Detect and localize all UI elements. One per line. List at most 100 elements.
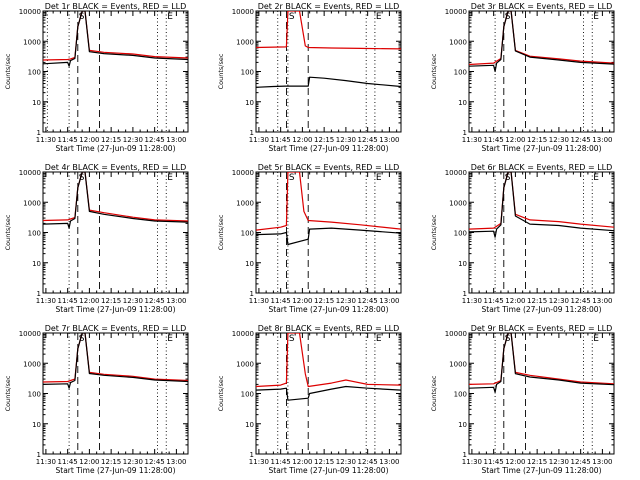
chart-panel-9: 1 10 100 1000 10000 11:30 11:45 12:00 12:15 12:30… [430, 324, 615, 475]
marker-label: S [289, 334, 295, 344]
y-tick-label: 10 [458, 99, 467, 107]
x-axis-label: Start Time (27-Jun-09 11:28:00) [56, 144, 176, 153]
series-lld-line [256, 333, 401, 388]
chart-title: Det 3r BLACK = Events, RED = LLD [471, 2, 613, 11]
y-tick-label: 100 [28, 391, 41, 399]
x-tick-label: 13:00 [379, 136, 399, 144]
series-lld-line [256, 11, 401, 50]
x-tick-label: 13:00 [379, 297, 399, 305]
marker-label: E [167, 12, 173, 22]
marker-label: S [505, 334, 511, 344]
y-axis-label: Counts/sec [217, 214, 225, 250]
x-tick-label: 12:15 [314, 136, 334, 144]
y-tick-label: 10000 [232, 169, 254, 177]
y-tick-label: 100 [454, 230, 467, 238]
y-tick-label: 10 [245, 421, 254, 429]
series-events-line [256, 385, 401, 401]
x-tick-label: 12:45 [358, 136, 378, 144]
chart-panel-4: 1 10 100 1000 10000 11:30 11:45 12:00 12:15 12:30… [4, 163, 189, 314]
x-tick-label: 12:15 [314, 297, 334, 305]
series-events-line [256, 76, 401, 88]
x-tick-label: 12:45 [145, 136, 165, 144]
series-events-line [43, 172, 188, 229]
marker-label: S [289, 12, 295, 22]
series-events-line [469, 11, 614, 73]
y-axis-label: Counts/sec [430, 375, 438, 411]
series-lld-line [469, 172, 614, 230]
x-tick-label: 13:00 [592, 297, 612, 305]
series-events-line [469, 172, 614, 238]
x-tick-label: 12:00 [505, 458, 525, 466]
x-tick-label: 11:45 [484, 297, 504, 305]
marker-label: E [167, 334, 173, 344]
y-tick-label: 1 [250, 129, 254, 137]
chart-title: Det 2r BLACK = Events, RED = LLD [258, 2, 400, 11]
x-tick-label: 13:00 [166, 458, 186, 466]
y-axis-label: Counts/sec [217, 375, 225, 411]
x-tick-label: 12:00 [79, 297, 99, 305]
y-tick-label: 1 [463, 451, 467, 459]
marker-label: S [505, 12, 511, 22]
y-tick-label: 10 [32, 421, 41, 429]
x-tick-label: 12:30 [549, 297, 569, 305]
y-tick-label: 10 [458, 260, 467, 268]
marker-label: E [167, 173, 173, 183]
series-lld-line [469, 11, 614, 66]
x-tick-label: 13:00 [379, 458, 399, 466]
marker-label: E [593, 173, 599, 183]
x-axis-label: Start Time (27-Jun-09 11:28:00) [56, 305, 176, 314]
x-tick-label: 12:30 [123, 297, 143, 305]
series-events-line [43, 333, 188, 389]
y-tick-label: 1000 [449, 38, 467, 46]
x-tick-label: 12:30 [549, 136, 569, 144]
series-lld-line [43, 11, 188, 61]
x-tick-label: 11:30 [249, 458, 269, 466]
x-tick-label: 12:15 [527, 458, 547, 466]
y-tick-label: 1 [37, 129, 41, 137]
chart-title: Det 6r BLACK = Events, RED = LLD [471, 163, 613, 172]
y-tick-label: 1000 [23, 360, 41, 368]
y-axis-label: Counts/sec [4, 53, 12, 89]
chart-title: Det 8r BLACK = Events, RED = LLD [258, 324, 400, 333]
x-tick-label: 11:30 [462, 297, 482, 305]
y-axis-label: Counts/sec [217, 53, 225, 89]
y-tick-label: 10 [458, 421, 467, 429]
series-lld-line [256, 172, 401, 231]
marker-label: S [289, 173, 295, 183]
y-tick-label: 10000 [19, 330, 41, 338]
y-tick-label: 1000 [449, 360, 467, 368]
x-tick-label: 12:45 [358, 297, 378, 305]
x-tick-label: 11:45 [58, 458, 78, 466]
x-tick-label: 12:30 [336, 136, 356, 144]
series-events-line [469, 333, 614, 393]
x-axis-label: Start Time (27-Jun-09 11:28:00) [482, 466, 602, 475]
x-tick-label: 12:15 [527, 297, 547, 305]
marker-label: S [79, 173, 85, 183]
x-tick-label: 12:15 [101, 136, 121, 144]
y-tick-label: 10000 [19, 169, 41, 177]
x-tick-label: 12:15 [314, 458, 334, 466]
y-tick-label: 100 [454, 391, 467, 399]
marker-label: E [376, 12, 382, 22]
x-axis-label: Start Time (27-Jun-09 11:28:00) [482, 144, 602, 153]
chart-panel-7: 1 10 100 1000 10000 11:30 11:45 12:00 12:15 12:30… [4, 324, 189, 475]
chart-title: Det 4r BLACK = Events, RED = LLD [45, 163, 187, 172]
chart-panel-3: 1 10 100 1000 10000 11:30 11:45 12:00 12:15 12:30… [430, 2, 615, 153]
x-axis-label: Start Time (27-Jun-09 11:28:00) [56, 466, 176, 475]
marker-label: S [505, 173, 511, 183]
x-tick-label: 11:45 [58, 297, 78, 305]
y-tick-label: 10 [32, 99, 41, 107]
y-tick-label: 10 [245, 260, 254, 268]
x-tick-label: 12:45 [571, 297, 591, 305]
x-tick-label: 12:30 [123, 136, 143, 144]
chart-title: Det 7r BLACK = Events, RED = LLD [45, 324, 187, 333]
x-tick-label: 11:45 [484, 136, 504, 144]
x-tick-label: 11:45 [58, 136, 78, 144]
x-axis-label: Start Time (27-Jun-09 11:28:00) [269, 466, 389, 475]
marker-label: S [79, 12, 85, 22]
marker-label: E [376, 334, 382, 344]
x-tick-label: 12:45 [145, 458, 165, 466]
x-tick-label: 11:30 [249, 136, 269, 144]
series-lld-line [43, 172, 188, 222]
y-axis-label: Counts/sec [430, 214, 438, 250]
